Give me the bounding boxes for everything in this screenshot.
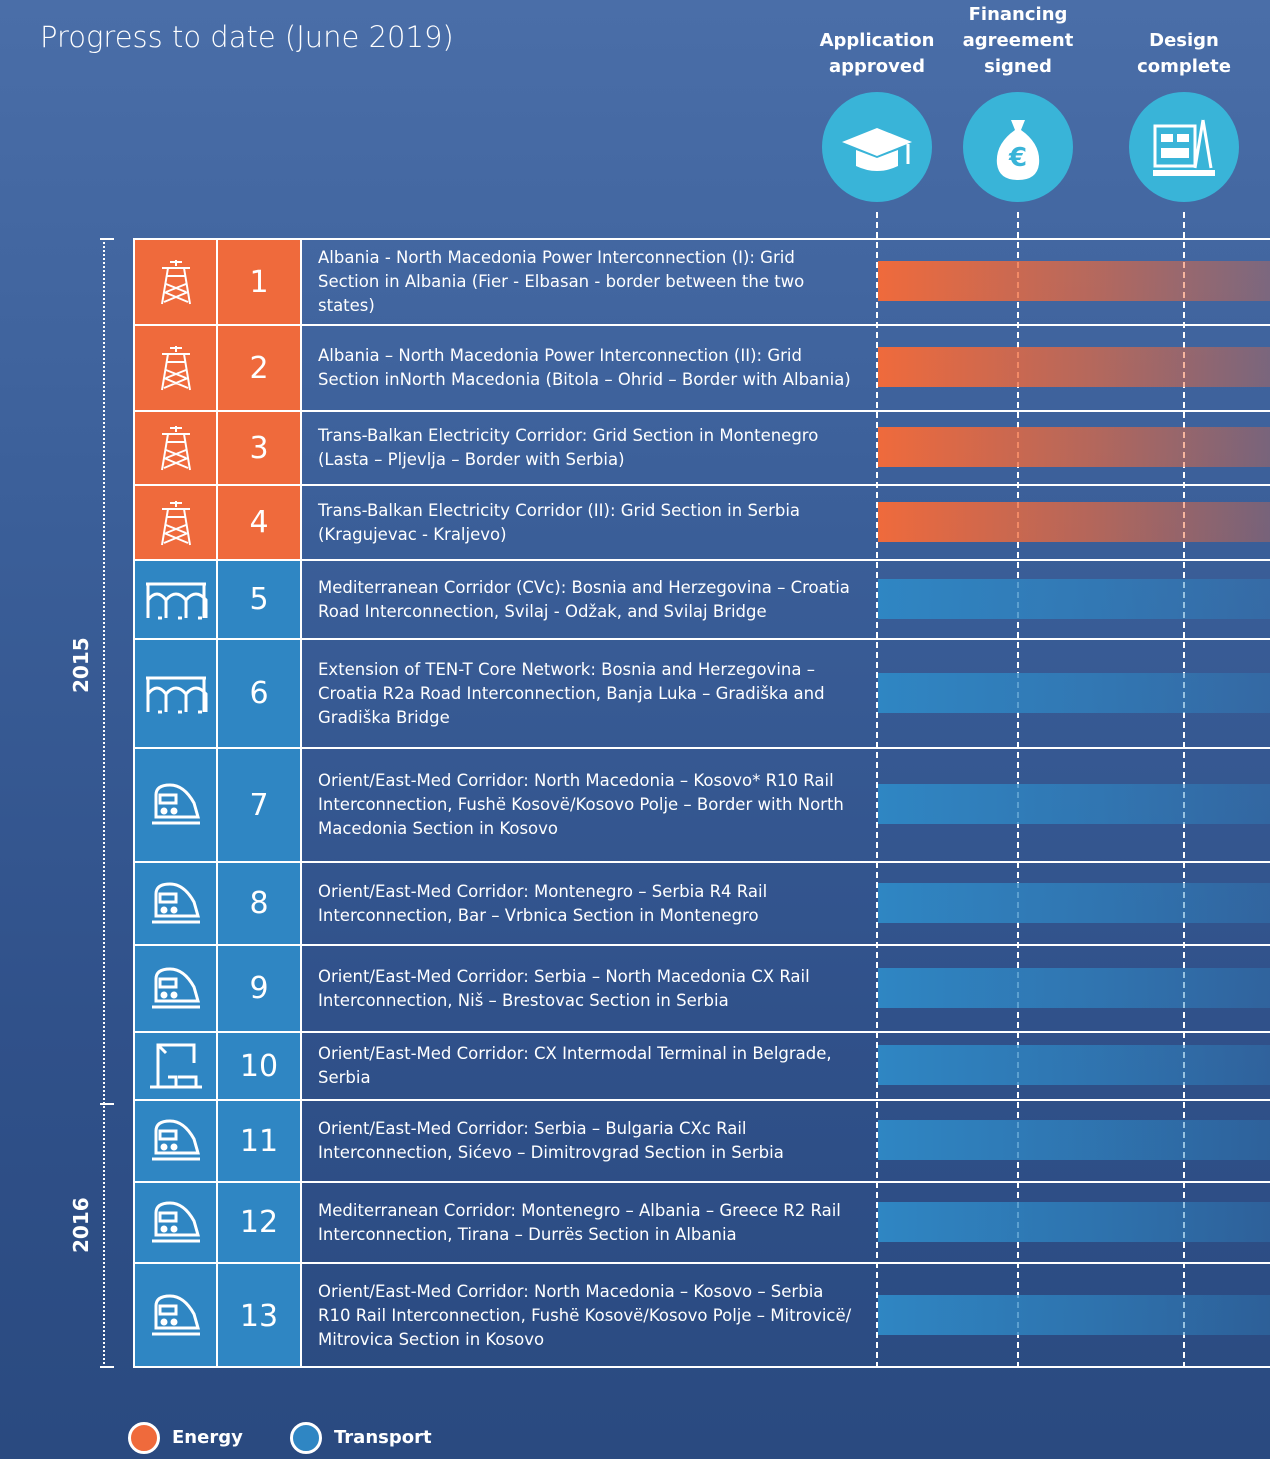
stage-label: Financing agreement signed [962, 4, 1074, 77]
icon: € [996, 120, 1040, 180]
legend-label: Transport [334, 1427, 432, 1448]
icon [160, 260, 191, 305]
progress-bar [878, 672, 1270, 713]
icon-cell [135, 1031, 218, 1099]
project-title: Mediterranean Corridor: Montenegro – Alb… [302, 1181, 1270, 1262]
progress-bar [878, 427, 1270, 467]
icon-cell [135, 1181, 218, 1262]
year-label: 2016 [69, 1197, 93, 1253]
icon [151, 1119, 200, 1161]
table-left [133, 238, 135, 1368]
project-title: Trans-Balkan Electricity Corridor (II): … [302, 484, 1270, 559]
project-title: Extension of TEN-T Core Network: Bosnia … [302, 638, 1270, 747]
project-number: 2 [218, 324, 302, 410]
icon [151, 783, 200, 825]
project-number: 1 [218, 238, 302, 324]
project-number: 6 [218, 638, 302, 747]
icon-cell [135, 559, 218, 638]
progress-bar [878, 1045, 1270, 1085]
project-title: Orient/East-Med Corridor: Montenegro – S… [302, 861, 1270, 944]
icon [842, 128, 912, 171]
icon [151, 1200, 200, 1242]
title: Progress to date (June 2019) [40, 20, 454, 54]
year-tick [100, 1103, 114, 1105]
project-number: 10 [218, 1031, 302, 1099]
project-title: Orient/East-Med Corridor: North Macedoni… [302, 1262, 1270, 1368]
icon-cell [135, 1262, 218, 1368]
project-title: Orient/East-Med Corridor: Serbia – Bulga… [302, 1099, 1270, 1181]
project-number: 12 [218, 1181, 302, 1262]
progress-bar [878, 784, 1270, 824]
icon-cell [135, 484, 218, 559]
progress-bar [878, 1120, 1270, 1160]
icon [151, 966, 200, 1008]
legend-label: Energy [172, 1427, 243, 1448]
svg-text:€: € [1008, 143, 1027, 173]
project-title: Albania - North Macedonia Power Intercon… [302, 238, 1270, 324]
project-number: 13 [218, 1262, 302, 1368]
icon-cell [135, 1099, 218, 1181]
stage-label: Application approved [819, 30, 935, 77]
project-title: Orient/East-Med Corridor: Serbia – North… [302, 944, 1270, 1031]
icon [151, 1294, 200, 1336]
project-number: 7 [218, 747, 302, 861]
project-number: 4 [218, 484, 302, 559]
stage-icon [822, 92, 932, 202]
progress-bar [878, 501, 1270, 542]
progress-bar [878, 882, 1270, 923]
project-number: 3 [218, 410, 302, 484]
project-number: 5 [218, 559, 302, 638]
project-title: Orient/East-Med Corridor: North Macedoni… [302, 747, 1270, 861]
progress-bar [878, 967, 1270, 1008]
legend-dot [290, 1422, 322, 1454]
stage-label: Design complete [1137, 30, 1231, 77]
year-line [103, 238, 105, 1368]
icon [145, 582, 207, 619]
project-title: Albania – North Macedonia Power Intercon… [302, 324, 1270, 410]
icon [151, 881, 200, 923]
year-label: 2015 [69, 637, 93, 693]
project-number: 11 [218, 1099, 302, 1181]
icon-cell [135, 861, 218, 944]
year-tick [100, 1366, 114, 1368]
stage-icon [1129, 92, 1239, 202]
icon-cell [135, 410, 218, 484]
progress-bar [878, 1201, 1270, 1242]
icon [160, 426, 191, 471]
icon [160, 346, 191, 391]
project-number: 8 [218, 861, 302, 944]
icon [149, 1043, 202, 1089]
icon-cell [135, 944, 218, 1031]
stage-line [876, 212, 878, 1368]
legend-dot [128, 1422, 160, 1454]
progress-bar [878, 347, 1270, 387]
progress-bar [878, 261, 1270, 301]
icon [145, 676, 207, 713]
icon-cell [135, 747, 218, 861]
project-number: 9 [218, 944, 302, 1031]
icon-cell [135, 238, 218, 324]
icon [160, 500, 191, 545]
project-title: Orient/East-Med Corridor: CX Intermodal … [302, 1031, 1270, 1099]
icon-cell [135, 638, 218, 747]
table-bottom [135, 1366, 1270, 1368]
project-title: Trans-Balkan Electricity Corridor: Grid … [302, 410, 1270, 484]
icon-cell [135, 324, 218, 410]
project-title: Mediterranean Corridor (CVc): Bosnia and… [302, 559, 1270, 638]
progress-bar [878, 578, 1270, 619]
icon [1153, 119, 1215, 176]
progress-bar [878, 1295, 1270, 1335]
year-tick [100, 238, 114, 240]
stage-icon: € [963, 92, 1073, 202]
